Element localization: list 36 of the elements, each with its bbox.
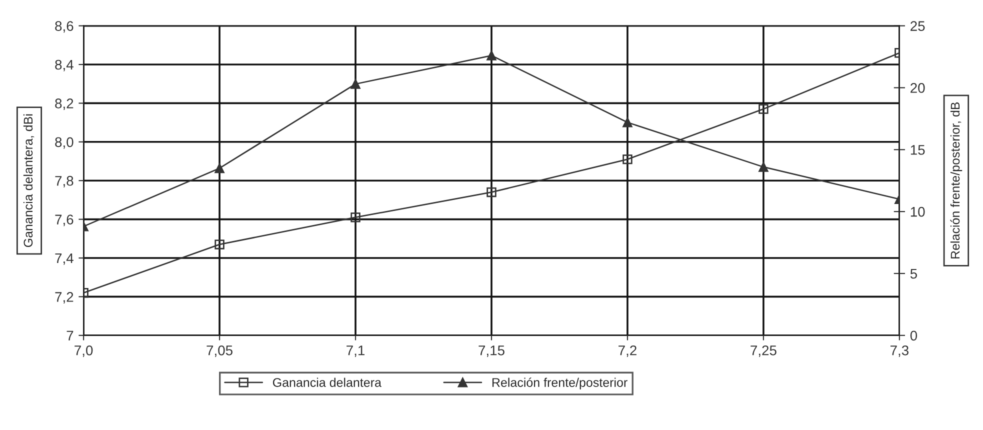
y2-tick-label: 0 bbox=[910, 330, 918, 341]
point bbox=[486, 187, 496, 198]
point bbox=[486, 50, 496, 60]
point bbox=[350, 79, 360, 89]
y-tick-label: 7,8 bbox=[55, 176, 74, 188]
y-axis-title: Ganancia delantera, dBi bbox=[23, 114, 34, 248]
y-tick-label: 8,6 bbox=[55, 21, 74, 33]
x-tick-label: 7,3 bbox=[890, 345, 908, 357]
y2-tick-label: 10 bbox=[910, 206, 925, 217]
y-tick-label: 8,0 bbox=[55, 137, 74, 149]
point bbox=[350, 212, 360, 222]
x-tick-label: 7,15 bbox=[478, 346, 504, 357]
point bbox=[214, 163, 224, 174]
y2-tick-label: 15 bbox=[910, 145, 925, 155]
y2-axis-title: Relación frente/posterior, dB bbox=[950, 102, 962, 258]
point bbox=[622, 154, 632, 164]
y2-tick-label: 25 bbox=[910, 21, 925, 31]
y2-tick-label: 20 bbox=[910, 83, 925, 93]
y2-tick-label: 5 bbox=[910, 268, 918, 279]
x-tick-label: 7,0 bbox=[74, 345, 93, 357]
legend-label: Relación frente/posterior bbox=[492, 378, 628, 390]
point bbox=[622, 118, 632, 128]
y-tick-label: 7,2 bbox=[55, 292, 74, 304]
y-tick-label: 8,2 bbox=[55, 98, 74, 110]
y-tick-label: 8,4 bbox=[55, 60, 74, 72]
legend-label: Ganancia delantera bbox=[272, 378, 382, 387]
point bbox=[214, 240, 224, 250]
x-tick-label: 7,05 bbox=[206, 345, 232, 357]
y-tick-label: 7,4 bbox=[55, 253, 74, 265]
point bbox=[758, 162, 768, 172]
x-tick-label: 7,2 bbox=[618, 345, 636, 357]
y-tick-label: 7 bbox=[66, 330, 74, 340]
x-tick-label: 7,25 bbox=[750, 345, 776, 357]
y-tick-label: 7,6 bbox=[55, 214, 74, 226]
x-tick-label: 7,1 bbox=[346, 346, 364, 357]
point bbox=[758, 104, 768, 114]
